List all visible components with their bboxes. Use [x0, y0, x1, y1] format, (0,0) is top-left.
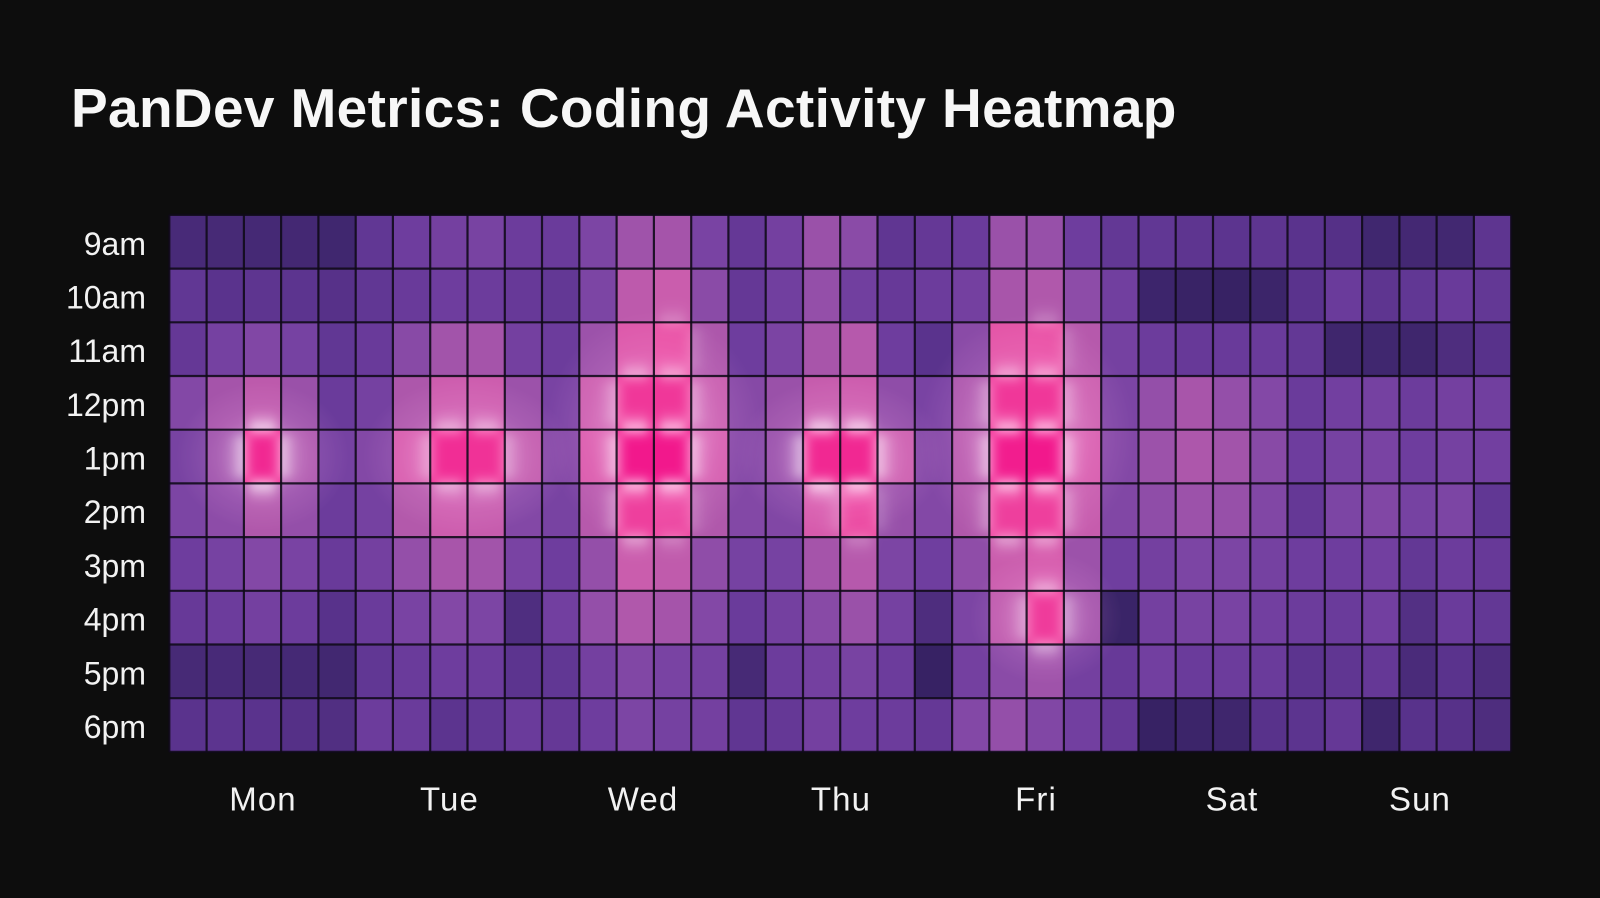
- svg-text:PanDev Metrics: Coding Activit: PanDev Metrics: Coding Activity Heatmap: [71, 77, 1177, 139]
- svg-text:Tue: Tue: [420, 781, 479, 818]
- svg-text:2pm: 2pm: [84, 494, 146, 530]
- svg-text:11am: 11am: [68, 333, 146, 369]
- svg-text:Fri: Fri: [1015, 781, 1057, 818]
- svg-text:9am: 9am: [84, 226, 146, 262]
- svg-text:Mon: Mon: [229, 781, 297, 818]
- svg-text:Sat: Sat: [1206, 781, 1259, 818]
- svg-text:1pm: 1pm: [84, 441, 146, 477]
- svg-text:6pm: 6pm: [84, 709, 146, 745]
- svg-text:Thu: Thu: [811, 781, 871, 818]
- svg-text:4pm: 4pm: [84, 602, 146, 638]
- svg-text:12pm: 12pm: [66, 387, 146, 423]
- svg-text:10am: 10am: [66, 280, 146, 316]
- svg-text:5pm: 5pm: [84, 655, 146, 691]
- svg-text:Sun: Sun: [1389, 781, 1451, 818]
- svg-text:Wed: Wed: [608, 781, 679, 818]
- svg-text:3pm: 3pm: [84, 548, 146, 584]
